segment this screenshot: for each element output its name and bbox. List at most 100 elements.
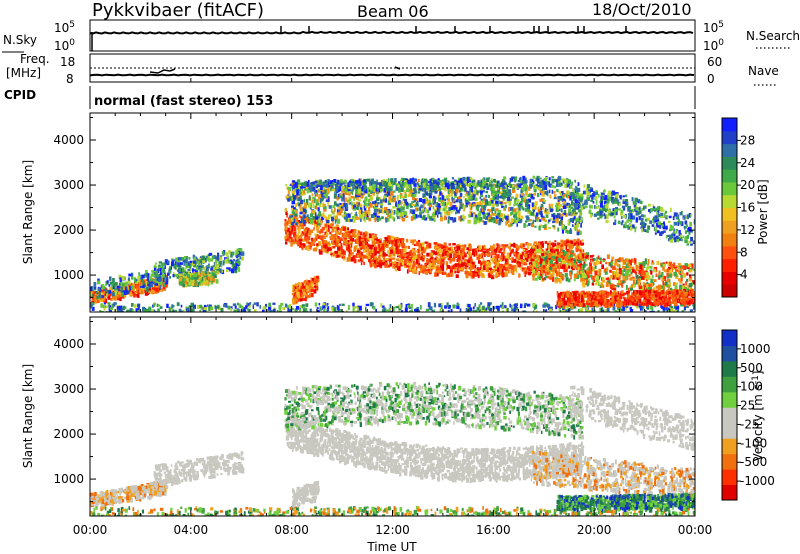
- power-cell: [391, 245, 393, 250]
- power-cell: [386, 239, 389, 244]
- power-cell: [468, 248, 472, 251]
- power-cell: [146, 276, 149, 281]
- power-cell: [335, 196, 338, 199]
- power-cell: [216, 267, 220, 272]
- power-cell: [471, 205, 475, 208]
- power-cell: [178, 281, 182, 286]
- power-cell: [465, 200, 469, 203]
- power-cell: [350, 201, 353, 206]
- power-cell: [225, 305, 228, 308]
- power-cell: [379, 209, 382, 214]
- power-cell: [412, 255, 414, 261]
- power-cell: [570, 240, 574, 245]
- power-cell: [322, 189, 326, 193]
- power-cell: [527, 198, 532, 203]
- power-cell: [376, 251, 380, 254]
- power-cell: [312, 196, 316, 200]
- power-cell: [599, 308, 601, 312]
- power-cell: [366, 252, 370, 257]
- power-cell: [461, 214, 465, 219]
- power-cell: [395, 264, 399, 269]
- power-cell: [375, 209, 379, 212]
- power-cell: [356, 254, 359, 257]
- power-cell: [527, 245, 530, 250]
- power-cell: [291, 210, 295, 215]
- power-cell: [297, 296, 301, 299]
- power-cell: [305, 202, 308, 206]
- power-cell: [303, 292, 307, 295]
- power-cell: [339, 240, 342, 244]
- power-cell: [344, 233, 347, 238]
- power-cell: [365, 306, 367, 312]
- power-cell: [425, 262, 428, 265]
- power-cell: [544, 207, 547, 213]
- power-cell: [222, 260, 225, 266]
- power-cell: [524, 248, 528, 251]
- power-cell: [92, 293, 95, 299]
- power-cell: [455, 188, 459, 193]
- power-cell: [226, 269, 229, 273]
- power-cell: [305, 303, 309, 307]
- power-cell: [287, 236, 289, 240]
- power-cell: [565, 245, 568, 251]
- power-cell: [100, 310, 104, 312]
- power-cell: [484, 248, 487, 251]
- power-cell: [518, 207, 521, 211]
- power-cell: [165, 280, 169, 285]
- power-cell: [325, 227, 329, 232]
- power-cell: [123, 294, 125, 300]
- power-cell: [516, 199, 520, 202]
- power-cell: [300, 223, 304, 227]
- power-cell: [387, 249, 390, 254]
- power-cell: [441, 260, 445, 266]
- power-cell: [184, 280, 188, 285]
- power-cell: [446, 302, 449, 308]
- power-cell: [421, 251, 423, 254]
- power-cell: [549, 242, 553, 245]
- power-cell: [570, 213, 573, 217]
- power-cell: [468, 194, 472, 200]
- power-cell: [482, 214, 487, 219]
- power-cell: [492, 248, 495, 251]
- power-cell: [179, 262, 183, 265]
- power-cell: [292, 299, 295, 304]
- power-cell: [323, 235, 326, 240]
- power-cell: [485, 194, 488, 198]
- power-cell: [436, 271, 439, 277]
- power-cell: [369, 263, 373, 268]
- power-cell: [213, 273, 217, 278]
- power-cell: [454, 270, 456, 274]
- power-cell: [444, 206, 447, 211]
- power-cell: [552, 243, 555, 247]
- power-cell: [432, 206, 435, 210]
- power-cell: [612, 306, 616, 311]
- power-cell: [412, 239, 417, 242]
- power-cell: [215, 264, 219, 269]
- power-cell: [193, 269, 197, 272]
- power-cell: [180, 304, 183, 308]
- power-cell: [360, 193, 364, 196]
- power-cell: [360, 218, 362, 222]
- power-cell: [303, 190, 306, 194]
- power-cell: [574, 206, 577, 209]
- power-cell: [417, 265, 420, 269]
- power-cell: [291, 229, 293, 233]
- power-cell: [188, 309, 192, 312]
- power-cell: [297, 233, 300, 238]
- power-cell: [414, 255, 418, 259]
- power-cell: [462, 206, 465, 212]
- power-cell: [297, 243, 300, 247]
- power-cell: [424, 208, 428, 214]
- power-cell: [511, 248, 514, 253]
- power-cell: [492, 268, 495, 273]
- power-cell: [355, 245, 358, 249]
- power-cell: [382, 305, 385, 309]
- power-cell: [315, 244, 318, 248]
- power-cell: [443, 271, 447, 275]
- power-cell: [314, 183, 316, 186]
- power-cell: [293, 284, 297, 288]
- power-cell: [154, 310, 157, 312]
- power-cell: [569, 245, 571, 249]
- power-cell: [354, 217, 358, 220]
- power-cell: [490, 214, 493, 217]
